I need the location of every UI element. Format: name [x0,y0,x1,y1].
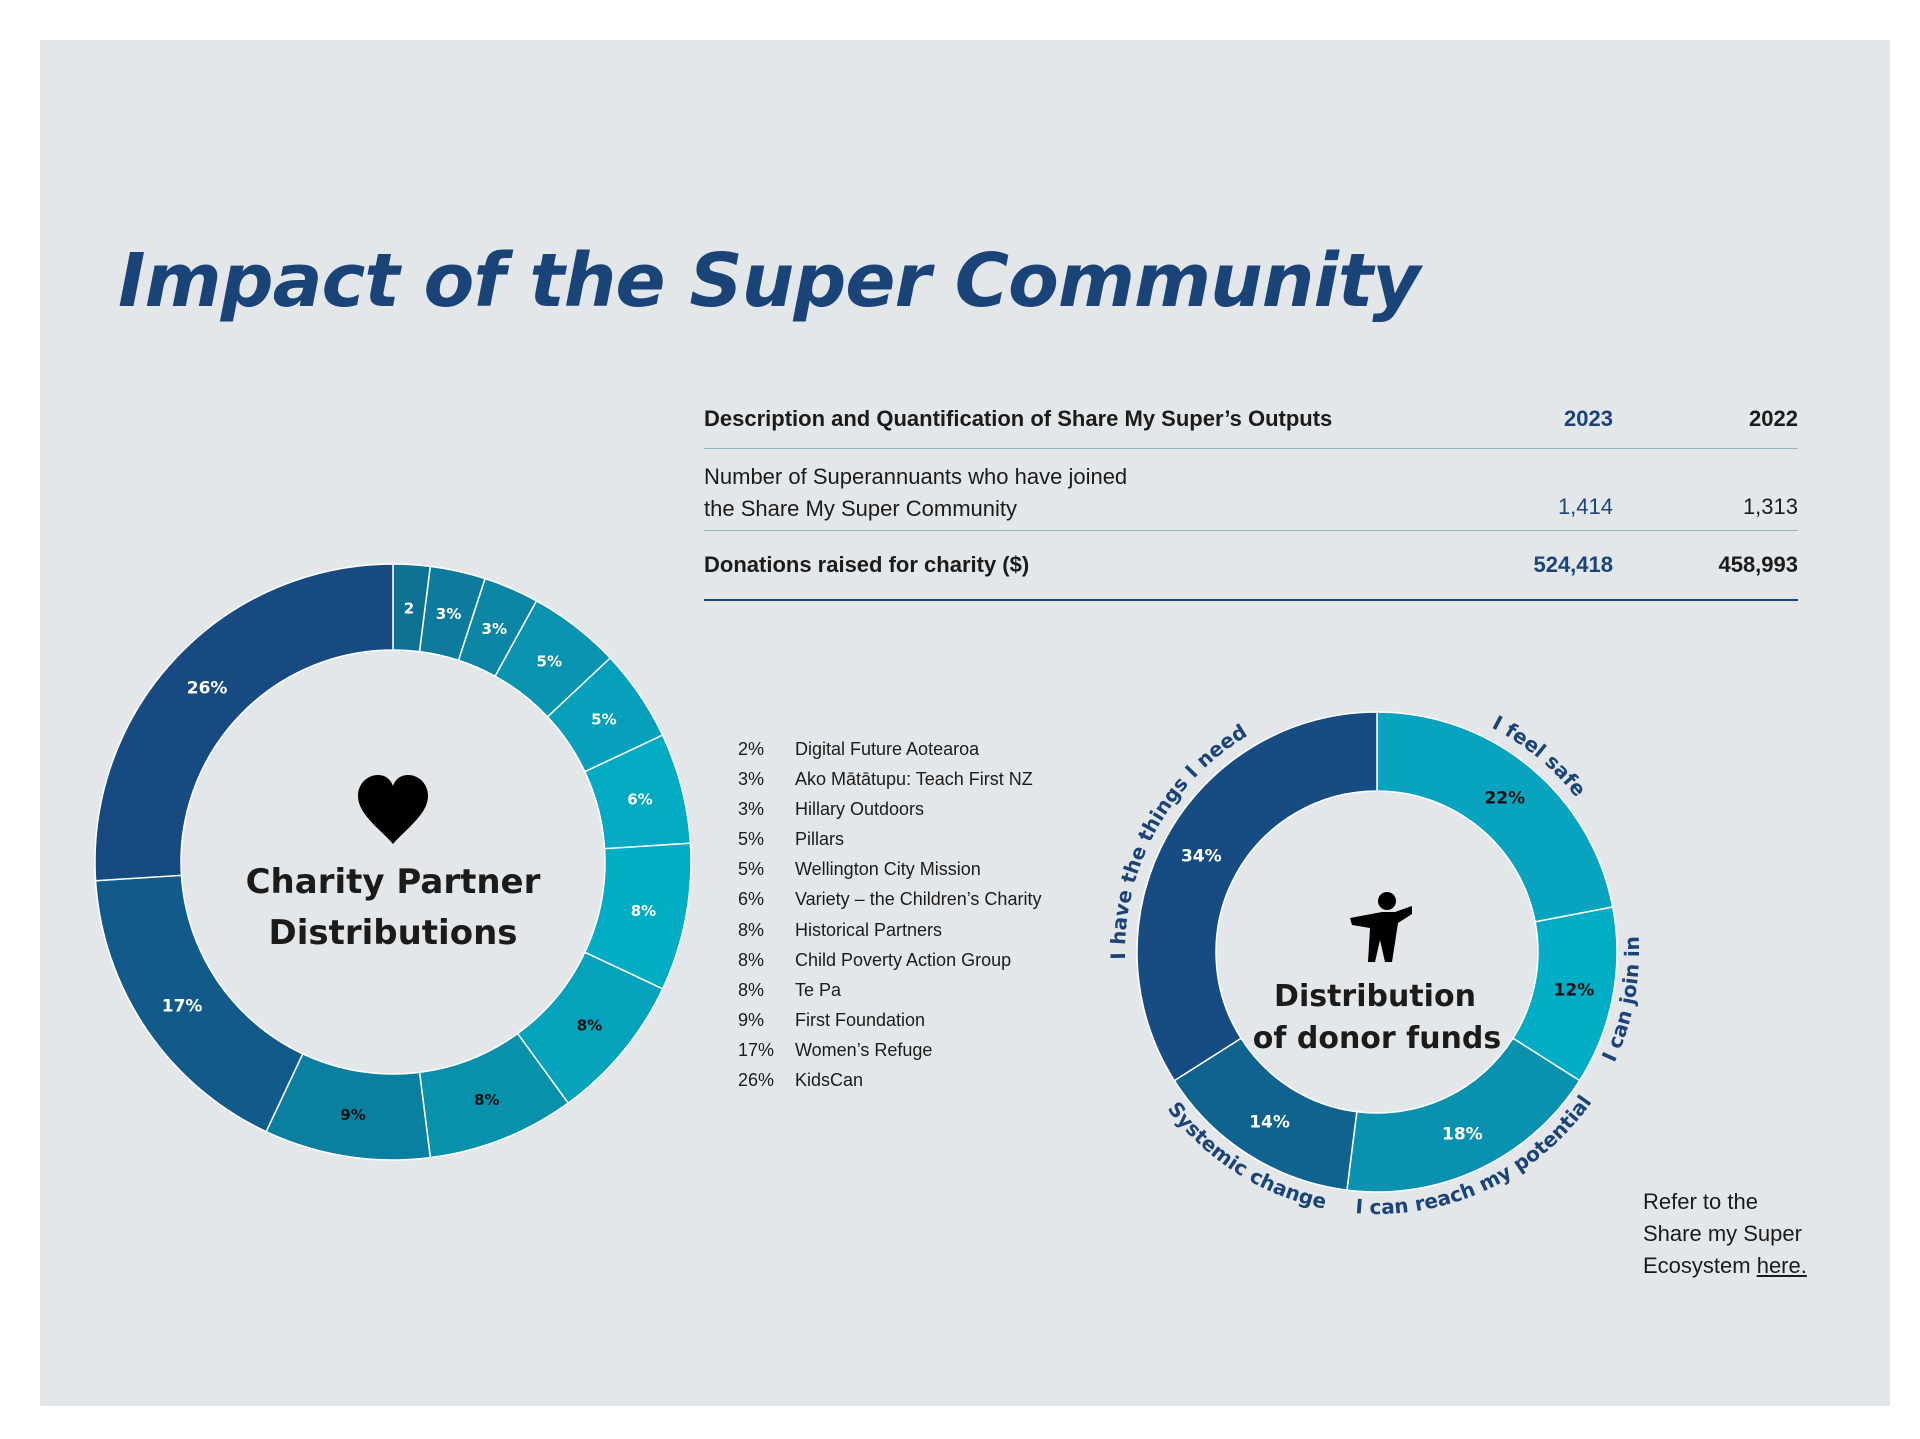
charity-partner-donut: 2 3% 3% 5% 5% 6% 8% 8% 8% 9% 17% 26% [94,563,692,1161]
legend-percent: 8% [738,979,765,1000]
legend-percent: 8% [738,919,765,940]
legend-percent: 8% [738,949,765,970]
refer-line: Refer to the [1643,1189,1758,1214]
legend-percent: 26% [738,1070,775,1091]
donut1-title-line2: Distributions [268,913,517,953]
table-cell-2022: 1,313 [1742,494,1798,519]
table-row: Donations raised for charity ($) 524,418… [704,531,1798,601]
legend-name: KidsCan [795,1070,864,1091]
charity-donut-slice-label: 8% [631,902,656,920]
legend-name: Women’s Refuge [795,1039,933,1060]
donor-donut-slice-label: 18% [1442,1124,1483,1144]
page-title: Impact of the Super Community [118,238,1420,324]
person-icon [1350,892,1412,962]
legend-percent: 3% [738,769,765,790]
legend-percent: 5% [738,829,765,850]
charity-donut-slice-label: 6% [627,791,652,809]
donor-donut-slice-label: 34% [1181,846,1222,866]
table-cell-2022: 458,993 [1718,552,1798,577]
legend-name: Hillary Outdoors [795,799,925,820]
charity-donut-slice [94,563,394,882]
table-header-row: Description and Quantification of Share … [704,398,1798,449]
charity-donut-slice-label: 2 [404,600,414,618]
charity-donut-slice-label: 5% [537,653,562,671]
table-cell-2023: 1,414 [1557,494,1613,519]
legend-name: First Foundation [795,1009,926,1030]
legend-name: Pillars [795,829,845,850]
table-header-2022: 2022 [1749,406,1798,431]
table-cell-2023: 524,418 [1533,552,1613,577]
legend-percent: 5% [738,859,765,880]
donor-donut-slice [1376,711,1614,923]
donor-donut-slice-label: 14% [1249,1112,1290,1132]
legend-name: Variety – the Children’s Charity [795,889,1042,910]
legend-percent: 17% [738,1039,775,1060]
outputs-table: Description and Quantification of Share … [704,398,1798,601]
refer-line: Share my Super [1643,1221,1802,1246]
donor-donut-slice-label: 12% [1554,981,1595,1001]
charity-donut-slice-label: 26% [187,678,228,698]
table-header-2023: 2023 [1564,406,1613,431]
legend-percent: 6% [738,889,765,910]
heart-icon [358,775,428,844]
table-header-description: Description and Quantification of Share … [704,406,1333,431]
donor-donut-slice [1346,1037,1581,1193]
legend-percent: 3% [738,799,765,820]
donut2-title-line2: of donor funds [1253,1021,1502,1056]
charity-donut-slice-label: 3% [482,620,507,638]
charity-donut-slice-label: 17% [162,996,203,1016]
legend-name: Te Pa [795,979,842,1000]
donut2-title-line1: Distribution [1274,979,1476,1014]
donor-donut-slice-label: 22% [1484,789,1525,809]
table-row: Number of Superannuants who have joined t… [704,449,1798,531]
legend-percent: 2% [738,739,765,759]
legend-percent: 9% [738,1009,765,1030]
charity-donut-slice-label: 8% [577,1017,602,1035]
table-row-label: Number of Superannuants who have joined t… [704,464,1128,521]
legend-name: Digital Future Aotearoa [795,739,980,759]
charity-donut-slice-label: 8% [474,1091,499,1109]
ecosystem-link[interactable]: here. [1756,1253,1807,1278]
refer-note: Refer to the Share my Super Ecosystem he… [1643,1186,1807,1282]
legend-name: Ako Mātātupu: Teach First NZ [795,769,1033,790]
legend-name: Child Poverty Action Group [795,949,1012,970]
legend-name: Historical Partners [795,919,943,940]
donut1-title-line1: Charity Partner [246,862,541,902]
charity-donut-slice-label: 3% [436,605,461,623]
table-row-label: Donations raised for charity ($) [704,552,1030,577]
charity-donut-slice-label: 9% [340,1106,365,1124]
panel-background [40,40,1890,1406]
donor-donut-slice [1136,711,1378,1082]
refer-line: Ecosystem here. [1643,1253,1807,1278]
charity-donut-slice-label: 5% [591,711,616,729]
legend-name: Wellington City Mission [795,859,981,880]
